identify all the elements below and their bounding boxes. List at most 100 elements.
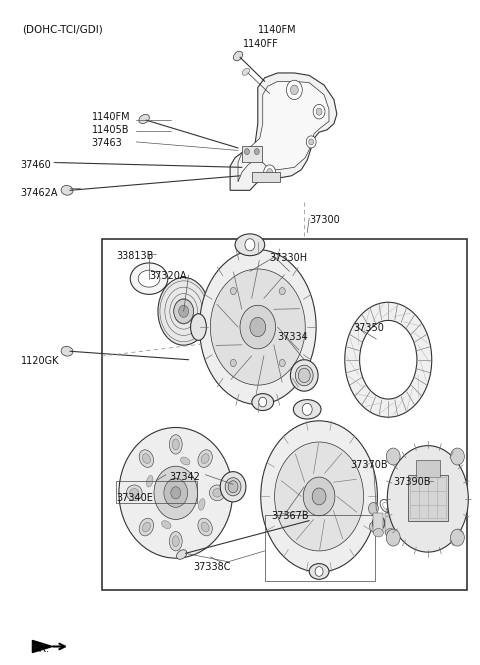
Circle shape: [240, 305, 276, 349]
Text: 37330H: 37330H: [270, 253, 308, 263]
Ellipse shape: [158, 277, 209, 345]
Ellipse shape: [139, 450, 154, 467]
Circle shape: [279, 287, 285, 295]
Text: 1140FF: 1140FF: [243, 39, 279, 49]
Ellipse shape: [139, 114, 149, 124]
Bar: [373, 513, 384, 533]
Text: 37370B: 37370B: [351, 460, 388, 470]
Polygon shape: [33, 640, 52, 652]
Circle shape: [254, 148, 259, 155]
Circle shape: [154, 466, 197, 519]
Bar: [408, 475, 447, 521]
Ellipse shape: [162, 521, 171, 529]
Ellipse shape: [61, 186, 73, 196]
Ellipse shape: [233, 51, 242, 61]
Ellipse shape: [126, 485, 142, 501]
Text: 37338C: 37338C: [193, 562, 231, 572]
Ellipse shape: [209, 485, 225, 501]
Ellipse shape: [61, 346, 73, 356]
Circle shape: [244, 148, 250, 155]
Ellipse shape: [345, 303, 432, 417]
Ellipse shape: [200, 249, 316, 404]
Circle shape: [259, 397, 267, 407]
Circle shape: [230, 359, 236, 366]
Circle shape: [451, 529, 464, 546]
Circle shape: [290, 85, 298, 94]
Text: 37342: 37342: [169, 472, 200, 482]
Circle shape: [250, 317, 266, 336]
Text: 1140FM: 1140FM: [258, 25, 297, 35]
Text: 37367B: 37367B: [272, 511, 309, 521]
Ellipse shape: [146, 475, 153, 487]
Circle shape: [264, 165, 276, 180]
Ellipse shape: [242, 68, 250, 75]
Text: 37390B: 37390B: [393, 477, 431, 487]
Ellipse shape: [360, 321, 417, 399]
Polygon shape: [230, 73, 337, 190]
Text: 37320A: 37320A: [149, 271, 187, 281]
Ellipse shape: [385, 529, 395, 537]
Text: 37340E: 37340E: [117, 493, 153, 503]
Text: 37334: 37334: [277, 332, 308, 342]
Circle shape: [298, 368, 310, 383]
Bar: [264, 515, 375, 581]
Circle shape: [386, 448, 400, 465]
Ellipse shape: [199, 499, 205, 510]
Ellipse shape: [169, 531, 182, 551]
Ellipse shape: [220, 471, 246, 502]
Ellipse shape: [373, 529, 384, 537]
Ellipse shape: [213, 489, 222, 497]
Ellipse shape: [180, 457, 190, 465]
Ellipse shape: [143, 454, 150, 464]
Polygon shape: [238, 81, 329, 182]
Text: 37463: 37463: [92, 138, 122, 148]
Circle shape: [316, 108, 322, 115]
Bar: [252, 172, 279, 182]
Bar: [102, 239, 468, 590]
Circle shape: [279, 359, 285, 366]
Circle shape: [306, 136, 316, 148]
Circle shape: [171, 487, 180, 499]
Ellipse shape: [169, 435, 182, 454]
Circle shape: [174, 299, 193, 323]
Circle shape: [245, 239, 255, 251]
Text: 37350: 37350: [354, 323, 384, 333]
Text: 37300: 37300: [309, 215, 340, 225]
Ellipse shape: [130, 489, 139, 497]
Ellipse shape: [387, 446, 468, 552]
Ellipse shape: [225, 477, 241, 496]
Ellipse shape: [143, 522, 150, 532]
Circle shape: [210, 269, 305, 385]
Bar: [385, 513, 395, 533]
Circle shape: [164, 478, 188, 507]
Circle shape: [313, 104, 325, 119]
Ellipse shape: [201, 454, 209, 464]
Text: 1140FM: 1140FM: [92, 112, 131, 122]
Circle shape: [312, 488, 326, 505]
Circle shape: [309, 139, 313, 145]
Ellipse shape: [139, 518, 154, 536]
Ellipse shape: [198, 450, 212, 467]
Ellipse shape: [191, 314, 206, 340]
Circle shape: [315, 567, 323, 577]
Circle shape: [267, 168, 273, 176]
Ellipse shape: [293, 400, 321, 419]
Circle shape: [369, 503, 378, 515]
Ellipse shape: [130, 263, 168, 295]
Bar: [242, 146, 262, 162]
Text: 37462A: 37462A: [21, 188, 58, 198]
Ellipse shape: [138, 270, 160, 287]
Text: 1120GK: 1120GK: [21, 356, 59, 366]
Ellipse shape: [172, 536, 179, 547]
Ellipse shape: [309, 564, 329, 579]
Bar: [117, 481, 197, 503]
Circle shape: [287, 80, 302, 100]
Ellipse shape: [295, 365, 313, 386]
Ellipse shape: [261, 421, 377, 572]
Ellipse shape: [119, 428, 233, 558]
Ellipse shape: [235, 234, 264, 255]
Text: 33813B: 33813B: [117, 251, 154, 261]
Circle shape: [275, 442, 363, 551]
Ellipse shape: [172, 439, 179, 450]
Text: (DOHC-TCI/GDI): (DOHC-TCI/GDI): [23, 25, 103, 35]
